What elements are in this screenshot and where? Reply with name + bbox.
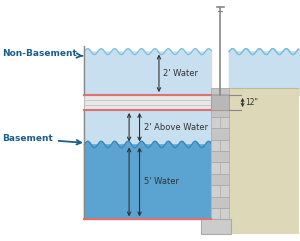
Text: Non-Basement: Non-Basement bbox=[2, 49, 82, 58]
Bar bbox=[211, 87, 229, 219]
Bar bbox=[201, 219, 231, 234]
Bar bbox=[84, 95, 211, 110]
Text: Basement: Basement bbox=[2, 134, 81, 144]
Text: 2' Above Water: 2' Above Water bbox=[144, 123, 208, 132]
Text: 5' Water: 5' Water bbox=[144, 177, 179, 186]
Bar bbox=[211, 95, 229, 110]
Polygon shape bbox=[201, 87, 299, 234]
Text: 2' Water: 2' Water bbox=[164, 69, 198, 78]
Text: 12": 12" bbox=[245, 98, 258, 107]
